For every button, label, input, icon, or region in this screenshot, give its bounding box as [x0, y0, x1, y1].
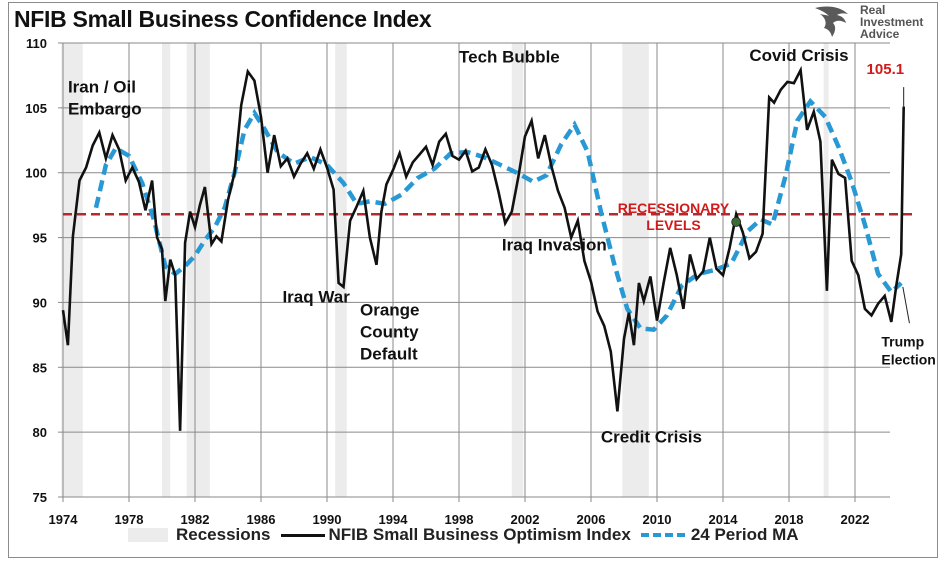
annotation-line: County [360, 322, 419, 341]
legend: Recessions NFIB Small Business Optimism … [128, 525, 809, 545]
chart-frame [8, 2, 938, 558]
x-tick-label: 1998 [445, 512, 474, 527]
annotation-line: Tech Bubble [459, 47, 560, 66]
threshold-label-line-2: LEVELS [646, 217, 700, 233]
annotation-label: Iraq War [282, 287, 350, 306]
annotation-line: 105.1 [867, 61, 905, 78]
gridlines [62, 42, 890, 498]
annotation-line: Iraq War [282, 287, 350, 306]
ma-series-line [93, 97, 903, 333]
annotation-line: Trump [881, 334, 924, 350]
legend-item-recessions: Recessions [128, 525, 271, 545]
threshold-label-line-1: RECESSIONARY [618, 200, 730, 216]
x-tick-label: 1994 [379, 512, 409, 527]
legend-label-ma: 24 Period MA [690, 525, 799, 544]
x-tick-label: 2022 [841, 512, 870, 527]
recession-band [186, 43, 210, 497]
legend-label-recessions: Recessions [176, 525, 271, 544]
annotation-line: Iran / Oil [68, 77, 136, 96]
y-tick-label: 100 [25, 166, 47, 181]
x-tick-label: 1986 [247, 512, 276, 527]
ma-dash-swatch [640, 533, 685, 537]
index-line-swatch [280, 533, 325, 537]
annotation-label: Iran / Oil Embargo [68, 77, 142, 118]
annotation-line: Default [360, 344, 418, 363]
recession-band [162, 43, 171, 497]
logo-text: Real Investment Advice [860, 4, 923, 40]
y-tick-label: 75 [33, 490, 47, 505]
x-tick-label: 1974 [49, 512, 79, 527]
annotations: Iran / Oil Embargo Iraq War Orange County Def… [68, 46, 936, 446]
x-tick-label: 1982 [181, 512, 210, 527]
eagle-head-icon [815, 6, 848, 37]
legend-item-index: NFIB Small Business Optimism Index [280, 525, 631, 545]
annotation-line: Election [881, 352, 935, 368]
y-tick-label: 110 [26, 36, 47, 51]
axes: 75 80 85 90 95 100 105 110 1974 1978 1982 1986 1990 1… [25, 36, 890, 527]
recession-swatch [128, 528, 168, 542]
y-tick-label: 90 [33, 295, 47, 310]
recession-band [511, 43, 524, 497]
recession-bands [61, 43, 829, 497]
annotation-line: Iraq Invasion [502, 236, 607, 255]
y-tick-label: 105 [25, 101, 47, 116]
annotation-label: Covid Crisis [749, 46, 848, 65]
chart-title: NFIB Small Business Confidence Index [14, 6, 432, 32]
x-tick-label: 2018 [775, 512, 804, 527]
y-tick-label: 95 [33, 231, 47, 246]
legend-item-ma: 24 Period MA [640, 525, 799, 545]
annotation-pointer-line [902, 286, 910, 324]
x-tick-label: 2006 [577, 512, 606, 527]
annotation-label: Trump Election [881, 334, 935, 368]
annotation-line: Covid Crisis [749, 46, 848, 65]
annotation-line: Embargo [68, 99, 142, 118]
x-tick-label: 2014 [709, 512, 739, 527]
annotation-label: Orange County Default [360, 300, 420, 363]
logo-line-3: Advice [860, 27, 900, 41]
recession-band [335, 43, 347, 497]
x-tick-label: 1990 [313, 512, 342, 527]
legend-label-index: NFIB Small Business Optimism Index [328, 525, 631, 544]
annotation-label: 105.1 [867, 61, 905, 78]
annotation-line: Credit Crisis [601, 428, 702, 447]
y-tick-label: 85 [33, 360, 47, 375]
y-tick-label: 80 [33, 425, 47, 440]
x-tick-label: 2002 [511, 512, 540, 527]
logo-line-2: Investment [860, 15, 924, 29]
logo: Real Investment Advice [812, 4, 923, 44]
x-tick-label: 1978 [115, 512, 144, 527]
index-series-line [61, 65, 905, 431]
x-tick-label: 2010 [643, 512, 672, 527]
recession-band [622, 43, 649, 497]
annotation-line: Orange [360, 300, 420, 319]
annotation-label: Tech Bubble [459, 47, 560, 66]
logo-line-1: Real [860, 3, 886, 17]
highlight-marker [731, 217, 742, 227]
annotation-label: Credit Crisis [601, 428, 702, 447]
series-group [61, 65, 905, 431]
annotation-label: Iraq Invasion [502, 236, 607, 255]
